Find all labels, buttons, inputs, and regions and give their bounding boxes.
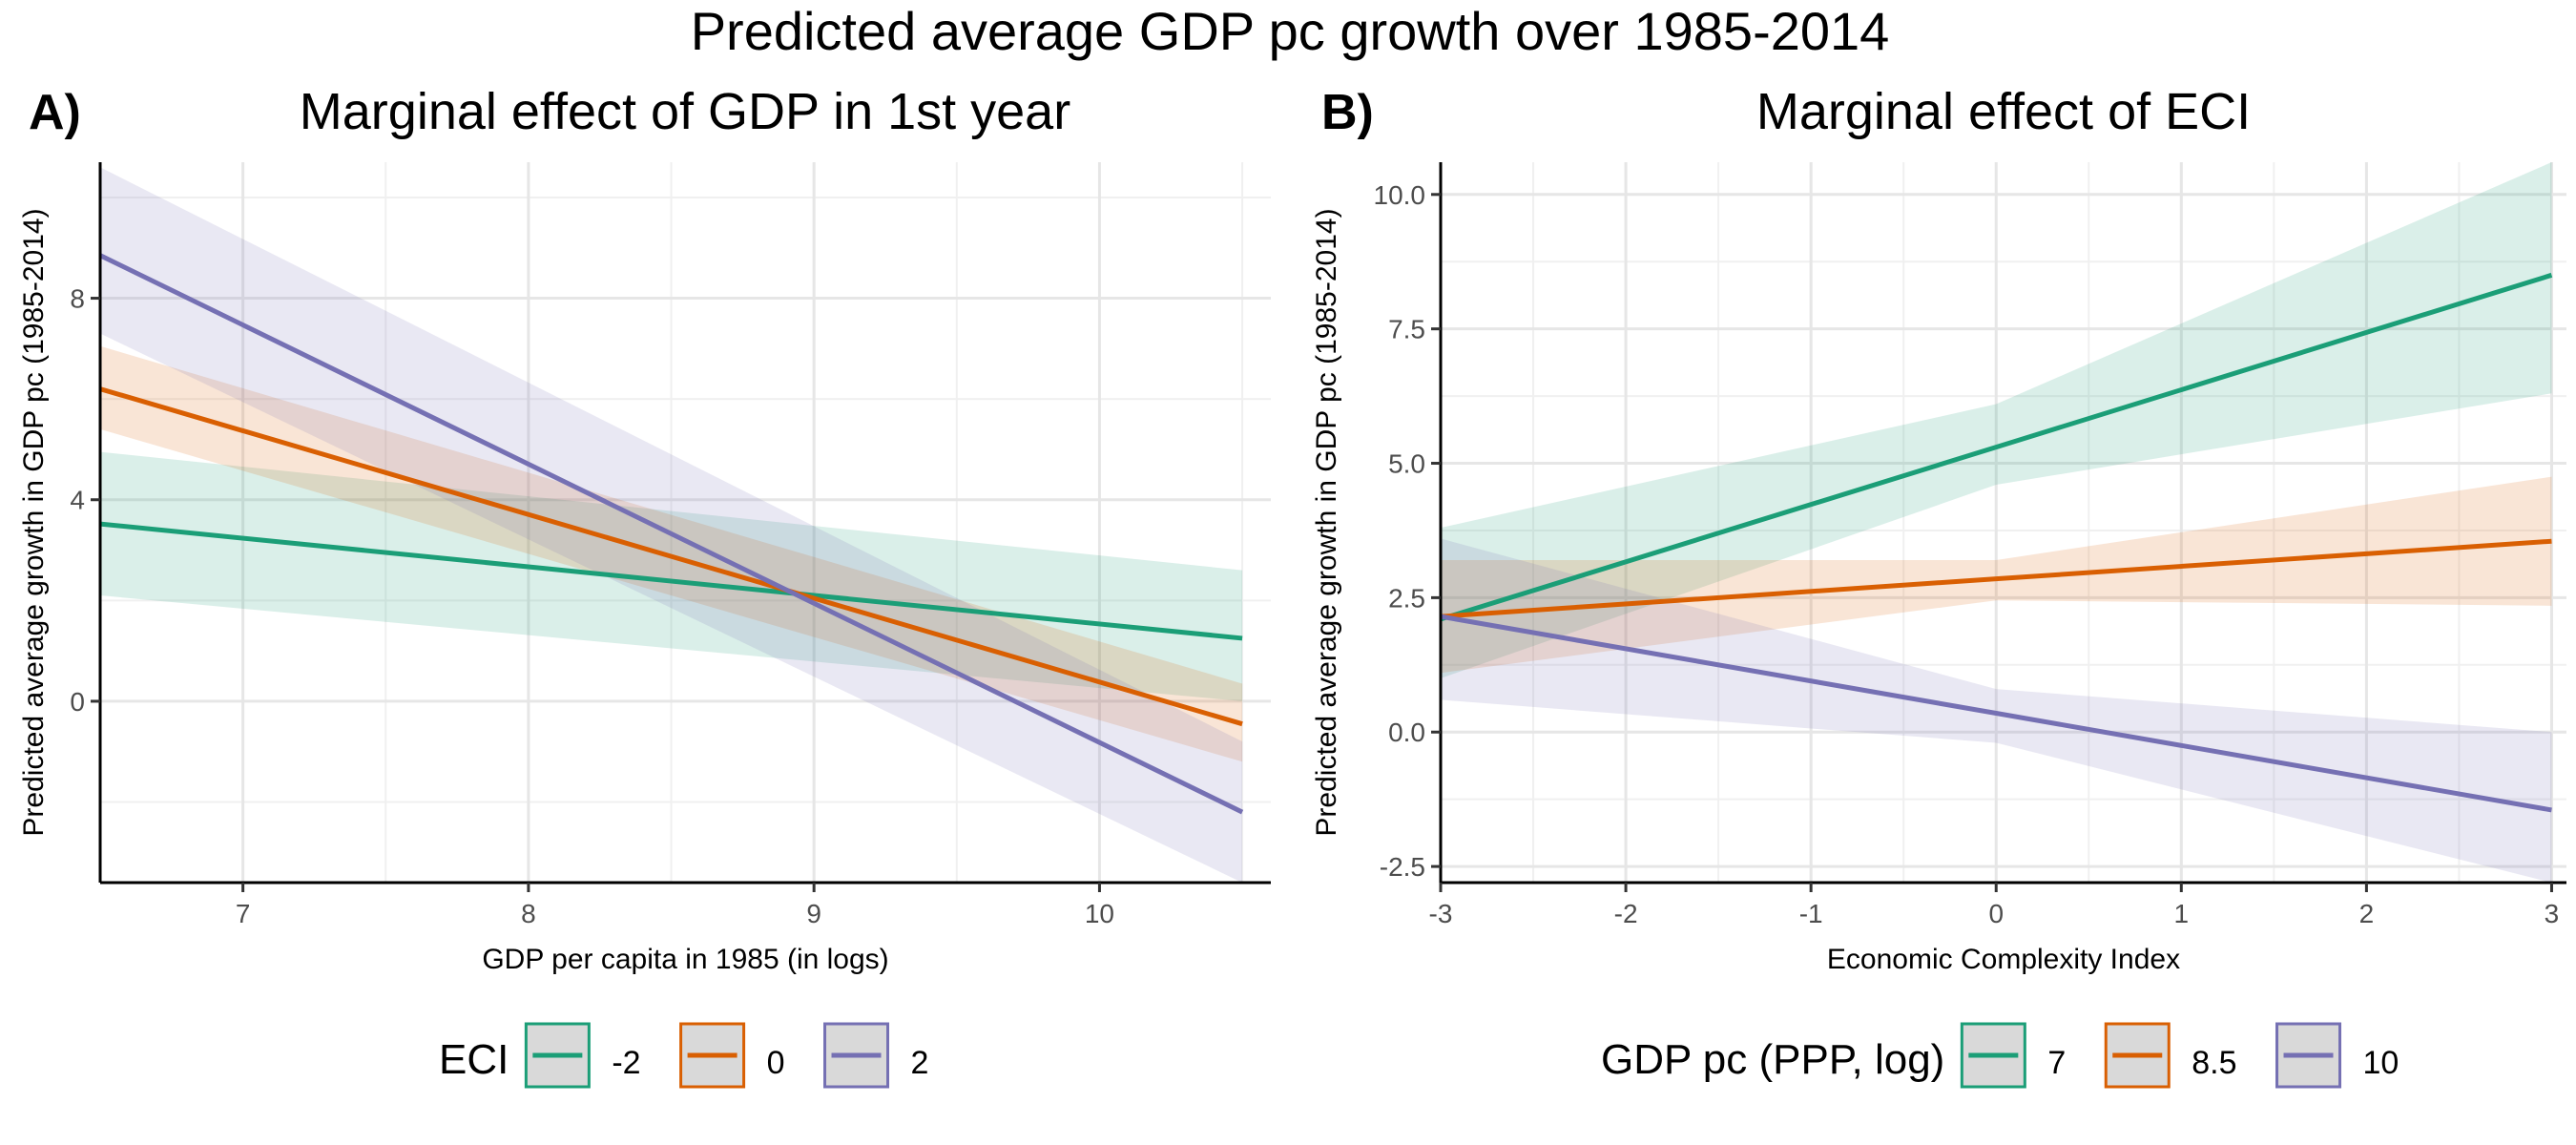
legend-label: 2 [911, 1045, 929, 1081]
series-line-0 [100, 386, 1243, 727]
series-line-2 [100, 253, 1244, 815]
figure-title: Predicted average GDP pc growth over 198… [691, 1, 1890, 61]
y-tick-label: 8 [70, 284, 85, 314]
y-tick-label: 2.5 [1388, 583, 1425, 613]
panel-letter: B) [1321, 85, 1374, 140]
series-lines [1441, 272, 2553, 813]
panel-b: B) Marginal effect of ECI -3 -2 -1 0 1 2 3 -2.5 0.… [1311, 83, 2566, 1089]
x-tick-label: 9 [806, 899, 821, 928]
legend-title: ECI [439, 1036, 509, 1083]
y-tick-label: 5.0 [1388, 449, 1425, 479]
panel-a: A) Marginal effect of GDP in 1st year 7 8 9 1… [18, 83, 1271, 1089]
confidence-ribbons [1441, 162, 2552, 883]
x-tick-label: 8 [521, 899, 536, 928]
x-tick-label: -3 [1429, 899, 1453, 928]
legend-label: 0 [767, 1045, 785, 1081]
series-line-8.5 [1441, 538, 2552, 619]
series-line-10 [1441, 614, 2552, 813]
panel-letter: A) [29, 85, 81, 140]
grid [1439, 162, 2566, 883]
x-tick-label: 10 [1085, 899, 1114, 928]
x-tick-label: -1 [1799, 899, 1823, 928]
grid [99, 162, 1271, 883]
y-axis-title: Predicted average growth in GDP pc (1985… [18, 208, 50, 836]
panel-title: Marginal effect of GDP in 1st year [300, 83, 1070, 140]
series-line-7 [1441, 272, 2553, 622]
confidence-band-2 [100, 167, 1243, 883]
legend: GDP pc (PPP, log) 7 8.5 10 [1601, 1022, 2399, 1089]
y-tick-label: 0.0 [1388, 718, 1425, 747]
x-tick-label: 7 [236, 899, 251, 928]
confidence-band-10 [1441, 538, 2552, 883]
legend-title: GDP pc (PPP, log) [1601, 1036, 1944, 1083]
legend-label: -2 [612, 1045, 640, 1081]
y-tick-label: 4 [70, 486, 85, 515]
y-axis-title: Predicted average growth in GDP pc (1985… [1311, 208, 1342, 836]
x-tick-label: -2 [1614, 899, 1638, 928]
legend-label: 10 [2363, 1045, 2399, 1081]
x-tick-label: 2 [2359, 899, 2375, 928]
y-tick-label: 7.5 [1388, 315, 1425, 344]
confidence-band-0 [100, 345, 1243, 762]
legend-label: 7 [2047, 1045, 2066, 1081]
x-tick-label: 1 [2174, 899, 2190, 928]
x-axis-title: Economic Complexity Index [1827, 944, 2180, 975]
series-line--2 [100, 521, 1243, 641]
y-tick-label: 0 [70, 687, 85, 717]
legend-label: 8.5 [2192, 1045, 2236, 1081]
x-axis-title: GDP per capita in 1985 (in logs) [482, 944, 888, 975]
panel-title: Marginal effect of ECI [1756, 83, 2251, 140]
confidence-band-8.5 [1441, 476, 2552, 674]
confidence-band-7 [1441, 162, 2552, 678]
x-tick-label: 3 [2545, 899, 2560, 928]
legend: ECI -2 0 2 [439, 1022, 929, 1089]
y-tick-label: 10.0 [1374, 180, 1426, 210]
series-lines [100, 253, 1244, 815]
x-tick-label: 0 [1988, 899, 2004, 928]
y-tick-label: -2.5 [1380, 852, 1425, 882]
